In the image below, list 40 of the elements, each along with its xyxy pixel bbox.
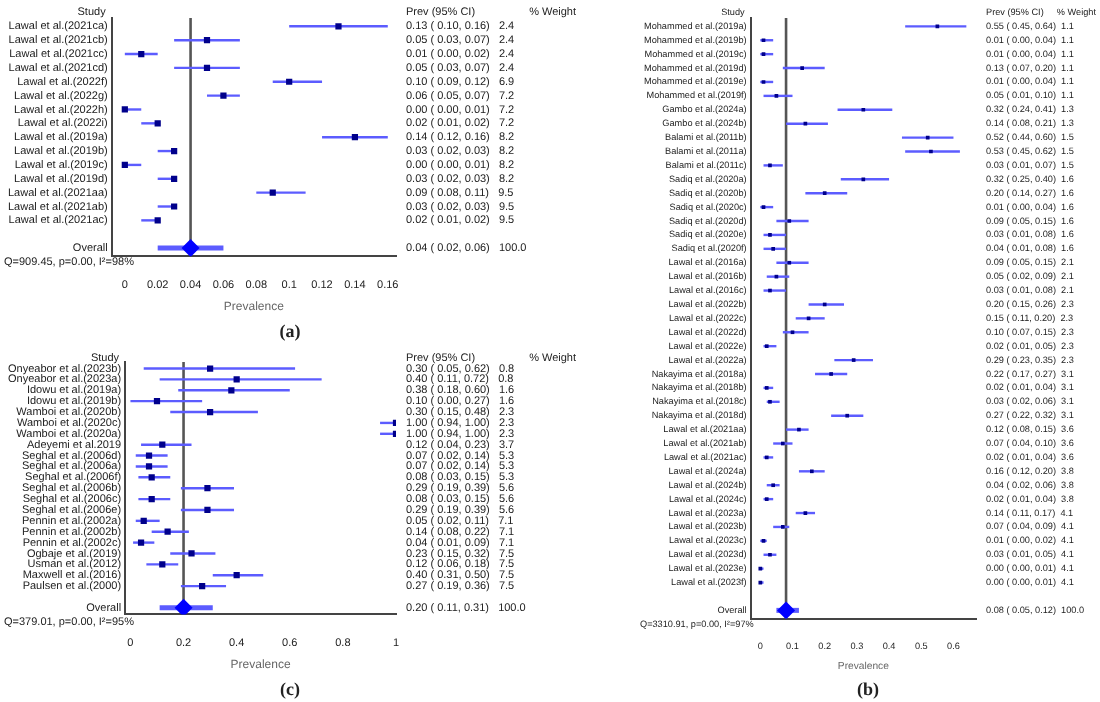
point bbox=[171, 203, 178, 210]
point bbox=[164, 528, 171, 535]
point bbox=[207, 408, 214, 416]
text: (c) bbox=[280, 678, 300, 699]
point bbox=[233, 572, 240, 579]
point bbox=[269, 189, 276, 196]
point bbox=[181, 239, 200, 257]
point bbox=[137, 539, 145, 546]
point bbox=[148, 495, 155, 503]
point bbox=[171, 175, 178, 182]
point bbox=[220, 92, 227, 99]
point bbox=[335, 23, 342, 30]
point bbox=[145, 463, 153, 470]
point bbox=[174, 598, 193, 615]
point bbox=[286, 78, 293, 85]
point bbox=[228, 387, 235, 394]
point bbox=[140, 517, 147, 524]
point bbox=[153, 398, 161, 405]
point bbox=[204, 506, 211, 514]
point bbox=[148, 474, 155, 481]
point bbox=[233, 376, 240, 383]
point bbox=[159, 561, 166, 568]
point bbox=[121, 161, 128, 169]
point bbox=[159, 441, 166, 448]
point bbox=[351, 134, 359, 141]
point bbox=[203, 37, 211, 44]
point bbox=[203, 64, 211, 72]
point bbox=[207, 365, 214, 372]
text: (a) bbox=[279, 320, 301, 341]
point bbox=[188, 550, 195, 557]
point bbox=[145, 452, 153, 459]
point bbox=[204, 485, 211, 492]
point bbox=[199, 583, 206, 590]
point bbox=[777, 601, 796, 619]
point bbox=[121, 106, 128, 113]
point bbox=[171, 147, 178, 155]
text: (b) bbox=[857, 678, 879, 699]
point bbox=[154, 217, 161, 224]
point bbox=[154, 120, 161, 127]
point bbox=[138, 50, 145, 58]
